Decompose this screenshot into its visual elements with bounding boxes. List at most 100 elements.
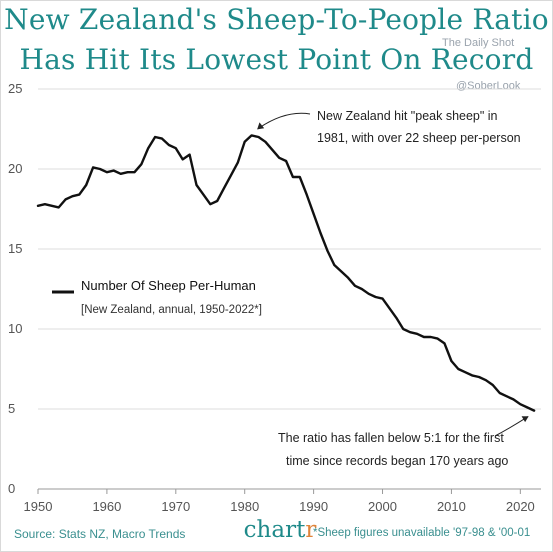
source-note: Source: Stats NZ, Macro Trends <box>14 527 186 541</box>
x-tick-label-1990: 1990 <box>299 499 328 514</box>
series-layer <box>36 134 536 412</box>
data-point-1956 <box>78 193 81 196</box>
data-point-1958 <box>92 166 95 169</box>
data-point-1960 <box>106 171 108 174</box>
data-point-1979 <box>236 161 239 164</box>
chart-title-line-1: New Zealand's Sheep-To-People Ratio <box>4 3 549 36</box>
data-point-2017 <box>498 392 501 394</box>
data-point-2009 <box>443 342 446 345</box>
watermark-source: The Daily Shot <box>442 37 515 49</box>
annotation-low-line-1: The ratio has fallen below 5:1 for the f… <box>278 431 504 445</box>
data-point-1962 <box>119 172 122 175</box>
y-tick-label-0: 0 <box>8 481 15 496</box>
data-point-1976 <box>216 200 219 202</box>
data-point-1986 <box>285 160 287 162</box>
data-point-2000 <box>381 297 384 300</box>
data-point-1952 <box>50 204 53 207</box>
annotation-low-arrow <box>494 416 529 437</box>
data-point-1985 <box>278 156 281 159</box>
data-point-1967 <box>154 136 157 138</box>
legend-label: Number Of Sheep Per-Human <box>81 278 256 293</box>
data-point-2018 <box>505 395 508 398</box>
data-point-1953 <box>57 206 60 209</box>
data-point-1987 <box>292 176 294 178</box>
brand-logo-accent: r <box>305 517 317 543</box>
data-point-1965 <box>140 163 143 166</box>
data-point-1954 <box>64 198 67 201</box>
data-point-2019 <box>512 398 515 401</box>
data-point-2008 <box>436 337 439 340</box>
data-point-2020 <box>519 403 522 406</box>
data-point-1973 <box>195 184 198 186</box>
data-point-2015 <box>484 379 487 382</box>
data-point-2010 <box>450 360 453 362</box>
data-point-1981 <box>250 134 253 137</box>
legend-sublabel: [New Zealand, annual, 1950-2022*] <box>81 304 262 316</box>
data-point-1969 <box>168 144 170 146</box>
data-point-1971 <box>181 158 184 161</box>
data-point-2007 <box>429 336 432 338</box>
y-tick-label-10: 10 <box>8 321 22 336</box>
footnote: *Sheep figures unavailable '97-98 & '00-… <box>313 527 531 539</box>
data-point-2022 <box>533 409 536 412</box>
x-tick-label-1980: 1980 <box>230 499 259 514</box>
x-tick-label-2010: 2010 <box>437 499 466 514</box>
data-point-1977 <box>223 187 225 190</box>
data-point-1995 <box>347 276 349 279</box>
brand-logo-main: chart <box>243 517 306 543</box>
y-tick-label-25: 25 <box>8 81 22 96</box>
x-tick-label-2020: 2020 <box>506 499 535 514</box>
data-point-1950 <box>37 204 39 207</box>
data-point-2006 <box>422 336 425 338</box>
chart-title-line-2: Has Hit Its Lowest Point On Record <box>19 43 534 76</box>
series-line-0 <box>36 134 536 412</box>
data-point-1988 <box>298 176 301 178</box>
x-tick-label-1950: 1950 <box>24 499 53 514</box>
annotation-layer: New Zealand hit "peak sheep" in 1981, wit… <box>257 109 529 468</box>
data-point-1980 <box>243 140 246 143</box>
x-tick-label-1970: 1970 <box>161 499 190 514</box>
annotation-low-arrowhead <box>521 416 529 423</box>
data-point-1968 <box>161 137 163 140</box>
annotation-peak-line-2: 1981, with over 22 sheep per-person <box>317 131 521 145</box>
annotation-low-line-2: time since records began 170 years ago <box>286 454 508 468</box>
data-point-2016 <box>491 384 494 386</box>
data-point-2013 <box>471 374 473 377</box>
data-point-1970 <box>174 147 177 150</box>
y-tick-label-5: 5 <box>8 401 15 416</box>
annotation-peak-arrowhead <box>257 122 265 130</box>
data-point-1989 <box>305 193 308 196</box>
data-point-1992 <box>326 249 329 252</box>
brand-logo: chartr <box>225 517 335 543</box>
data-point-2011 <box>457 368 460 370</box>
x-tick-label-2000: 2000 <box>368 499 397 514</box>
data-point-1999 <box>374 296 377 298</box>
data-point-1961 <box>112 169 115 172</box>
axis-layer: 0 5 10 15 20 25 1950 1960 1970 1980 1990 2000 2010 20… <box>8 81 541 514</box>
data-point-1994 <box>340 270 343 273</box>
data-point-1966 <box>147 147 150 150</box>
data-point-1982 <box>257 136 260 138</box>
data-point-1964 <box>133 171 136 174</box>
data-point-1955 <box>71 195 74 198</box>
data-point-2003 <box>402 328 405 330</box>
data-point-1993 <box>333 264 336 266</box>
data-point-1978 <box>230 174 232 177</box>
data-point-2001 <box>388 307 391 310</box>
data-point-1991 <box>319 232 322 234</box>
y-tick-label-20: 20 <box>8 161 22 176</box>
data-point-1983 <box>264 140 267 143</box>
data-point-1998 <box>367 292 370 295</box>
data-point-1951 <box>43 203 46 206</box>
data-point-2002 <box>395 316 398 319</box>
data-point-1957 <box>85 184 88 186</box>
x-tick-label-1960: 1960 <box>92 499 121 514</box>
data-point-1974 <box>202 193 205 196</box>
legend: Number Of Sheep Per-Human [New Zealand, a… <box>52 278 262 316</box>
data-point-1990 <box>312 212 315 215</box>
data-point-1984 <box>271 148 274 151</box>
data-point-2005 <box>416 332 418 335</box>
y-tick-label-15: 15 <box>8 241 22 256</box>
annotation-peak-arrow <box>257 112 311 130</box>
